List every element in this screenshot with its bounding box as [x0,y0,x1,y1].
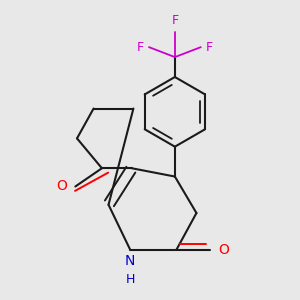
Text: H: H [125,273,135,286]
Text: O: O [218,242,229,256]
Text: N: N [125,254,135,268]
Text: F: F [171,14,178,27]
Text: F: F [206,40,213,54]
Text: F: F [137,40,144,54]
Text: O: O [56,179,67,194]
